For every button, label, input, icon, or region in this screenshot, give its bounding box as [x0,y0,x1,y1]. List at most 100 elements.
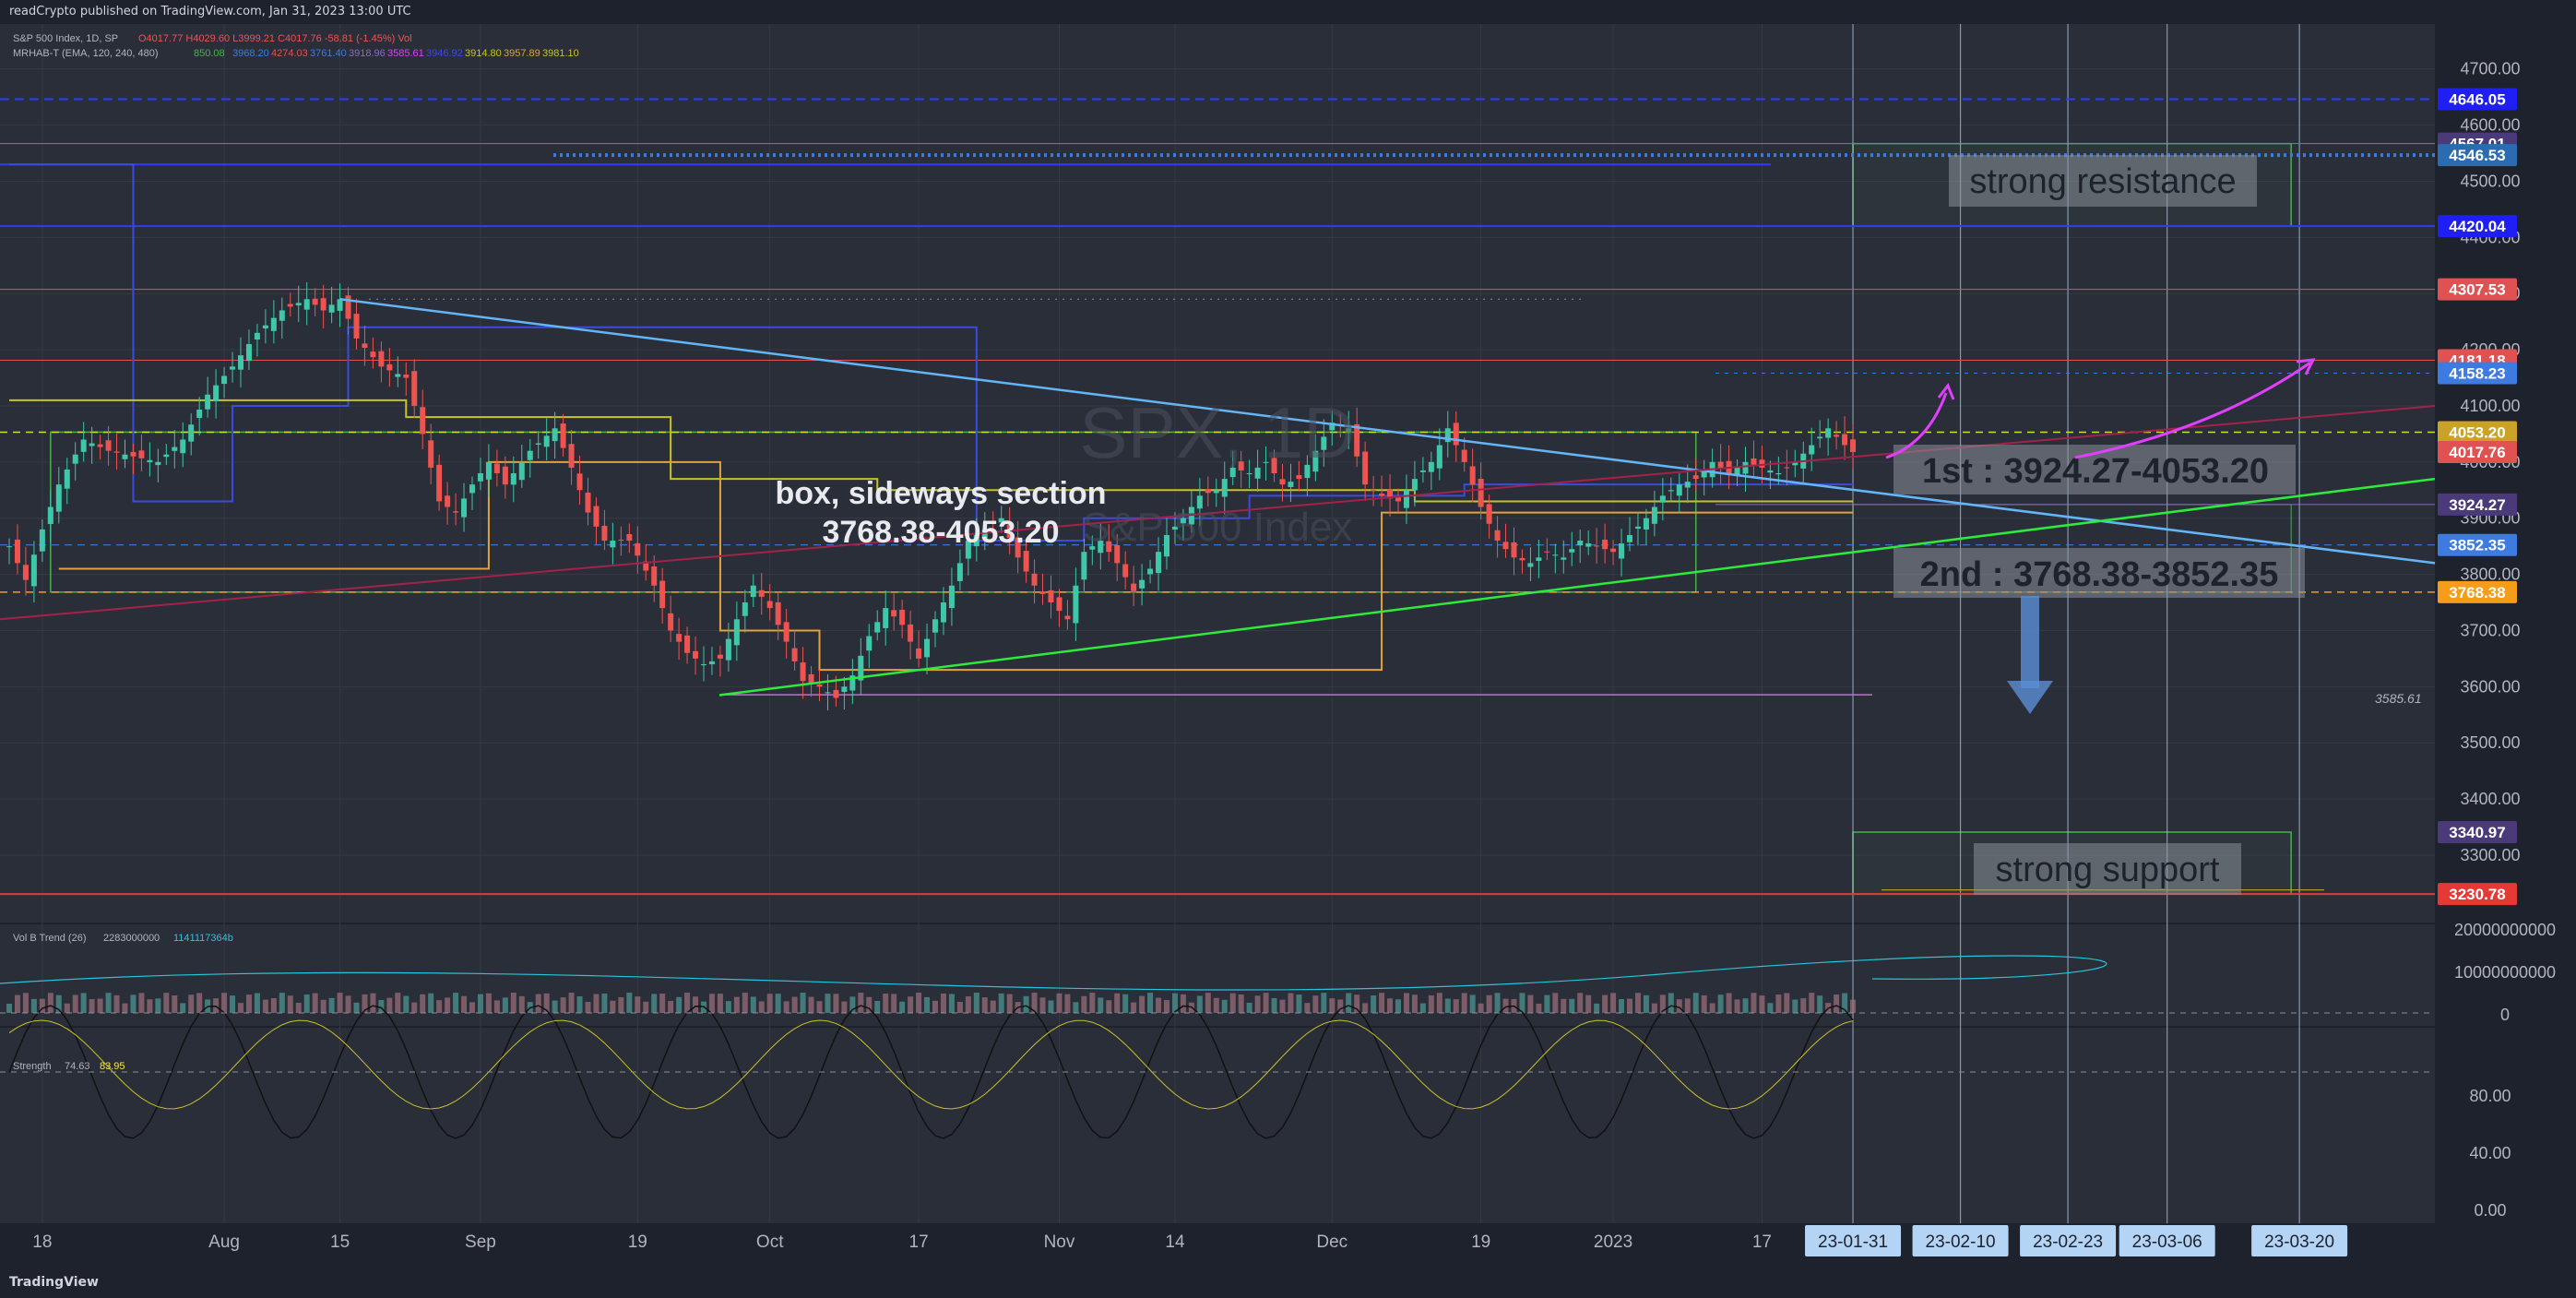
volume-bar [1296,994,1302,1013]
volume-bar [1751,993,1757,1013]
candle-body [750,585,756,598]
volume-bar [353,1002,360,1013]
candle-body [1577,541,1584,546]
candle-body [1502,542,1509,550]
candle-body [874,622,881,633]
candle-body [47,506,53,525]
candle-body [113,451,120,453]
legend-value: 850.08 [194,48,225,59]
candle-body [362,343,368,349]
price-label: 4017.76 [2449,444,2505,461]
future-date-badge: 23-03-06 [2132,1233,2202,1252]
volume-bar [89,999,95,1013]
x-tick-label: 14 [1165,1233,1185,1252]
volume-bar [849,996,856,1013]
x-tick-label: 19 [628,1233,647,1252]
volume-bar [485,993,492,1013]
volume-bar [328,997,335,1013]
volume-bar [883,994,889,1013]
candle-body [1131,583,1137,591]
candle-body [1627,534,1632,542]
candle-body [693,650,699,659]
candle-body [1561,557,1567,560]
candle-body [1156,552,1162,574]
volume-bar [899,1001,906,1013]
volume-bar [72,994,78,1013]
strength-pane[interactable] [0,1028,2435,1249]
volume-bar [1254,995,1261,1013]
candle-body [973,534,979,547]
candle-body [560,423,566,448]
candle-body [1569,549,1575,553]
price-axis[interactable] [2435,24,2576,1268]
volume-bar [230,995,236,1013]
ascending-support-line [718,477,2436,697]
volume-bar [733,996,740,1013]
candle-body [270,317,277,331]
candle-body [1098,541,1104,554]
candle-body [1419,470,1426,472]
strong-resistance-label: strong resistance [1969,162,2236,201]
volume-bar [122,1003,128,1013]
volume-bar [147,999,153,1013]
volume-bar [1073,1002,1079,1013]
candle-body [924,638,931,658]
volume-tick-label: 0 [2500,1006,2510,1024]
candle-body [733,619,740,646]
candle-body [1254,467,1261,479]
candle-body [1834,435,1840,437]
volume-bar [543,993,550,1013]
x-tick-label: Nov [1044,1233,1075,1252]
magenta-arrow-short-head [1937,382,1955,400]
descending-trend-line [339,298,2436,565]
legend-value: 3918.96 [349,48,386,59]
volume-bar [1114,993,1121,1013]
volume-bar [1279,999,1286,1013]
volume-bar [1362,1003,1369,1013]
candle-body [1122,564,1129,578]
strength-line [8,1005,1854,1139]
volume-bar [1171,993,1178,1013]
price-label-bg [2438,88,2517,111]
candle-body [1527,563,1534,567]
candle-body [585,492,591,513]
legend-symbol: S&P 500 Index, 1D, SP [13,33,118,44]
candle-body [1759,459,1765,468]
y-tick-label: 4600.00 [2460,116,2520,135]
candle-body [1619,543,1625,559]
volume-bar [39,998,45,1013]
volume-bar [163,993,170,1013]
volume-bar [1692,993,1699,1013]
volume-bar [1569,998,1575,1013]
volume-bar [626,993,633,1013]
candle-body [568,444,575,468]
volume-bar [270,997,277,1013]
volume-bar [196,993,203,1013]
volume-bar [1478,1003,1484,1013]
candle-body [1585,543,1592,547]
candle-body [1403,490,1409,508]
volume-bar [1238,994,1244,1013]
volume-bar [783,1001,789,1013]
volume-bar [1354,994,1360,1013]
volume-bar [1817,995,1823,1013]
volume-bar [742,993,748,1013]
candle-body [1751,458,1757,465]
volume-bar [1668,993,1674,1013]
candle-body [493,463,500,473]
candle-body [908,624,914,642]
volume-bar [1651,1003,1657,1013]
candle-body [328,304,335,313]
candle-body [717,654,723,659]
volume-bar [651,994,658,1013]
candle-body [1511,542,1517,558]
strength-signal-line [8,1019,1854,1110]
chart-area[interactable]: 4700.004600.004500.004400.004300.004200.… [0,24,2576,1268]
volume-bar [1627,998,1632,1013]
low-mark-label: 3585.61 [2375,691,2422,706]
candle-body [1428,461,1434,472]
volume-bar [1164,1000,1169,1013]
candle-body [725,638,731,661]
candle-body [1453,423,1459,446]
candle-body [1246,473,1252,474]
